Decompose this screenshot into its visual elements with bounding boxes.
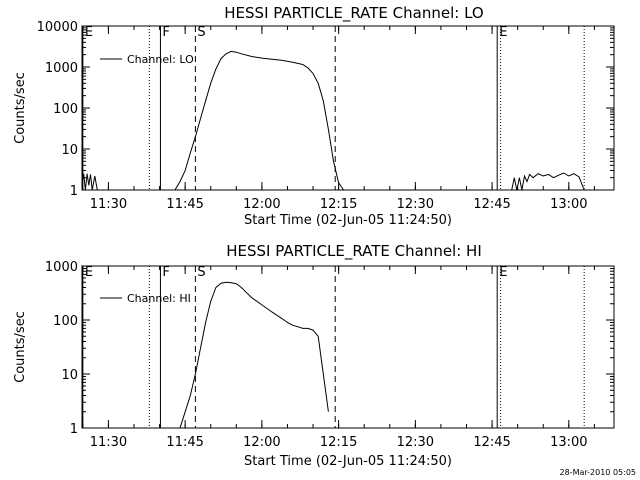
hi-plot-frame <box>81 265 615 429</box>
lo-x-tick-label: 12:00 <box>243 197 280 212</box>
hi-x-tick-label: 12:30 <box>397 435 434 450</box>
lo-x-axis-label: Start Time (02-Jun-05 11:24:50) <box>244 213 452 228</box>
lo-y-tick-label: 100 <box>53 102 78 117</box>
hi-y-tick-label: 100 <box>53 314 78 329</box>
hi-series-line <box>179 281 329 429</box>
hi-marker-label: E <box>85 265 93 280</box>
hi-x-tick-label: 12:15 <box>320 435 357 450</box>
lo-y-tick-label: 1 <box>70 184 78 199</box>
hi-marker-label: E <box>499 265 507 280</box>
hi-x-tick-label: 12:45 <box>473 435 510 450</box>
lo-marker-label: F <box>162 25 169 40</box>
hi-x-tick-label: 11:45 <box>166 435 203 450</box>
lo-legend: Channel: LO <box>100 53 194 66</box>
hi-y-axis-label: Counts/sec <box>13 311 28 383</box>
hi-x-axis-label: Start Time (02-Jun-05 11:24:50) <box>244 454 452 469</box>
lo-y-tick-label: 10 <box>61 143 78 158</box>
hi-legend-label: Channel: HI <box>127 292 191 305</box>
hi-x-tick-label: 11:30 <box>90 435 127 450</box>
hi-marker-label: F <box>162 265 169 280</box>
hi-chart-title: HESSI PARTICLE_RATE Channel: HI <box>226 242 482 261</box>
lo-x-tick-label: 12:15 <box>320 197 357 212</box>
lo-marker-label: S <box>197 25 205 40</box>
lo-x-tick-label: 12:30 <box>397 197 434 212</box>
hi-y-tick-label: 1 <box>70 422 78 437</box>
timestamp-stamp: 28-Mar-2010 05:05 <box>560 468 637 477</box>
lo-chart-title: HESSI PARTICLE_RATE Channel: LO <box>224 4 483 23</box>
lo-series-line <box>174 50 345 191</box>
lo-x-tick-label: 12:45 <box>473 197 510 212</box>
lo-marker-label: E <box>499 25 507 40</box>
hi-channel-panel: HESSI PARTICLE_RATE Channel: HI Channel:… <box>13 242 615 469</box>
lo-x-tick-label: 13:00 <box>550 197 587 212</box>
lo-marker-label: E <box>85 25 93 40</box>
lo-x-tick-label: 11:45 <box>166 197 203 212</box>
lo-plot-frame <box>81 25 615 191</box>
lo-y-tick-label: 10000 <box>37 20 78 35</box>
hi-x-tick-label: 12:00 <box>243 435 280 450</box>
lo-series-line <box>511 172 585 191</box>
hi-legend: Channel: HI <box>100 292 191 305</box>
hi-y-tick-label: 1000 <box>45 260 78 275</box>
lo-series-line <box>81 173 100 191</box>
lo-channel-panel: HESSI PARTICLE_RATE Channel: LO Channel:… <box>13 4 615 228</box>
hi-x-tick-label: 13:00 <box>550 435 587 450</box>
lo-x-tick-label: 11:30 <box>90 197 127 212</box>
lo-y-tick-label: 1000 <box>45 61 78 76</box>
hi-marker-label: S <box>197 265 205 280</box>
hi-y-tick-label: 10 <box>61 368 78 383</box>
lo-y-axis-label: Counts/sec <box>13 72 28 144</box>
